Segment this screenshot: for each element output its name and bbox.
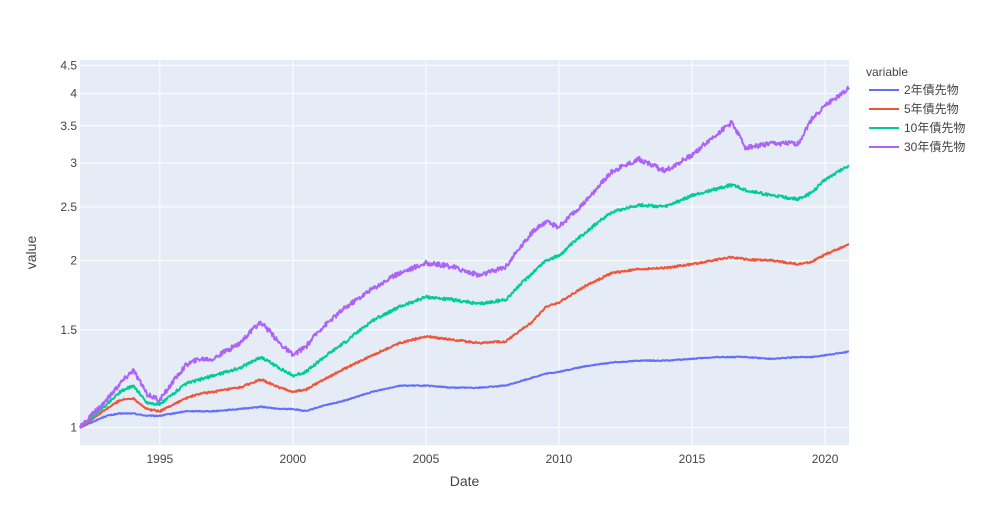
legend-item[interactable]: 2年債先物 [869, 82, 959, 97]
legend-items[interactable]: 2年債先物 5年債先物 10年債先物 30年債先物 [869, 82, 965, 154]
x-axis: 1995 2000 2005 2010 2015 2020 [146, 452, 838, 466]
y-tick-label: 4.5 [60, 58, 77, 72]
x-tick-label: 2015 [679, 452, 706, 466]
legend-item[interactable]: 10年債先物 [869, 120, 965, 135]
x-tick-label: 2010 [546, 452, 573, 466]
x-axis-title: Date [450, 473, 480, 489]
legend-title: variable [866, 65, 908, 79]
plot-area [80, 60, 849, 445]
legend-label: 10年債先物 [904, 120, 965, 135]
y-tick-label: 2 [70, 254, 77, 268]
series-line [79, 85, 850, 429]
y-tick-label: 3 [70, 156, 77, 170]
x-tick-label: 2000 [280, 452, 307, 466]
x-tick-label: 1995 [146, 452, 173, 466]
x-tick-label: 2005 [413, 452, 440, 466]
y-tick-label: 2.5 [60, 200, 77, 214]
y-axis: 1 1.5 2 2.5 3 3.5 4 4.5 [60, 58, 77, 434]
series-line [79, 164, 850, 428]
y-tick-label: 1 [70, 421, 77, 435]
series-layer [79, 85, 850, 429]
series-line [79, 350, 850, 429]
legend-label: 5年債先物 [904, 101, 959, 116]
legend-item[interactable]: 30年債先物 [869, 139, 965, 154]
legend-label: 30年債先物 [904, 139, 965, 154]
y-tick-label: 1.5 [60, 323, 77, 337]
y-axis-title: value [23, 236, 39, 270]
y-tick-label: 3.5 [60, 119, 77, 133]
y-tick-label: 4 [70, 87, 77, 101]
x-tick-label: 2020 [812, 452, 839, 466]
grid-layer [80, 60, 849, 445]
legend[interactable]: variable 2年債先物 5年債先物 10年債先物 30年債先物 [866, 65, 965, 154]
legend-item[interactable]: 5年債先物 [869, 101, 959, 116]
series-line [79, 243, 850, 429]
legend-label: 2年債先物 [904, 82, 959, 97]
